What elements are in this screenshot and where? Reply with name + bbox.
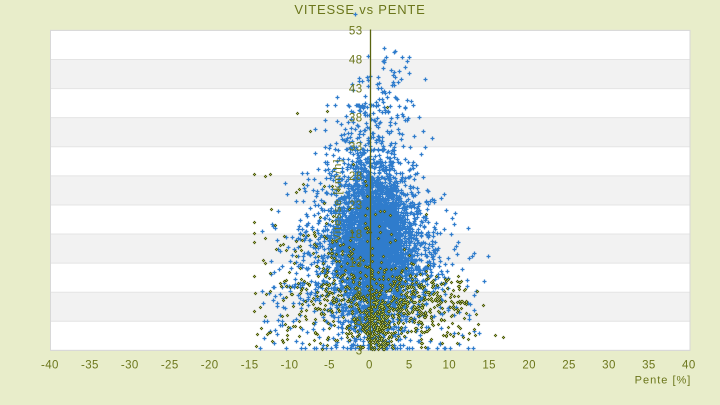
svg-text:20: 20 (522, 360, 536, 372)
svg-text:30: 30 (602, 360, 616, 372)
svg-text:Vitesse [km/h]: Vitesse [km/h] (332, 159, 344, 242)
svg-text:48: 48 (349, 54, 363, 66)
svg-text:10: 10 (442, 360, 456, 372)
svg-text:25: 25 (562, 360, 576, 372)
svg-text:-25: -25 (161, 360, 179, 372)
svg-text:38: 38 (349, 113, 363, 125)
svg-text:40: 40 (682, 360, 696, 372)
svg-text:-20: -20 (201, 360, 219, 372)
svg-text:15: 15 (482, 360, 496, 372)
svg-text:-30: -30 (121, 360, 139, 372)
svg-text:0: 0 (366, 360, 373, 372)
svg-text:-40: -40 (41, 360, 59, 372)
svg-text:13: 13 (349, 258, 363, 270)
svg-text:53: 53 (349, 25, 363, 37)
svg-text:28: 28 (349, 171, 363, 183)
svg-text:-15: -15 (241, 360, 259, 372)
svg-text:5: 5 (406, 360, 413, 372)
svg-text:-5: -5 (324, 360, 335, 372)
svg-text:3: 3 (356, 316, 363, 328)
svg-text:43: 43 (349, 83, 363, 95)
svg-text:VITESSE vs PENTE: VITESSE vs PENTE (294, 2, 425, 17)
svg-text:33: 33 (349, 142, 363, 154)
svg-text:-35: -35 (81, 360, 99, 372)
svg-text:35: 35 (642, 360, 656, 372)
svg-text:3: 3 (356, 345, 363, 357)
svg-text:Pente [%]: Pente [%] (635, 374, 692, 386)
svg-text:-10: -10 (281, 360, 299, 372)
svg-text:18: 18 (349, 229, 363, 241)
svg-text:8: 8 (356, 287, 363, 299)
svg-text:23: 23 (349, 200, 363, 212)
